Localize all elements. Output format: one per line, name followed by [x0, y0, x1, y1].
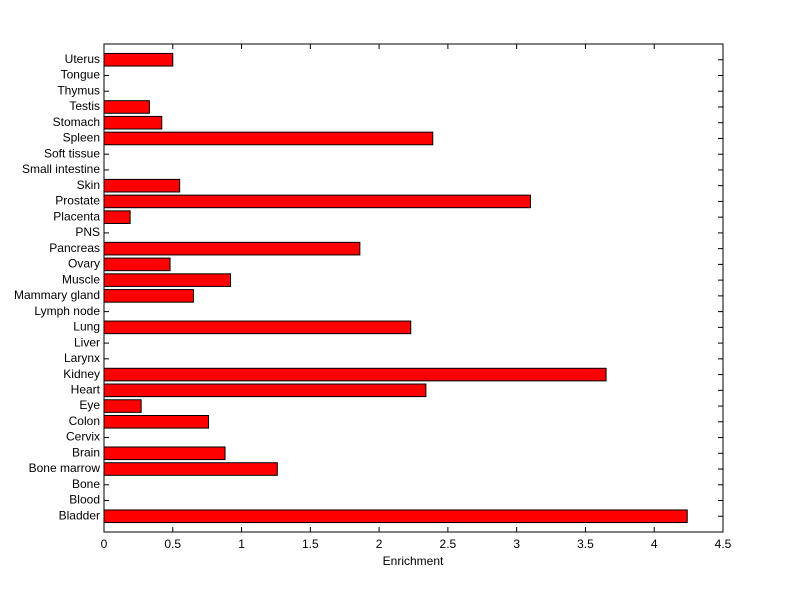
bar [103, 131, 434, 146]
y-tick-label: Colon [69, 414, 100, 428]
bar [103, 509, 688, 524]
bar [103, 289, 194, 303]
y-tick-label: Soft tissue [44, 146, 100, 160]
y-tick-label: Cervix [66, 430, 100, 444]
y-tick-label: Bone marrow [29, 461, 101, 475]
bar [103, 52, 174, 67]
bar [103, 446, 226, 461]
bar [103, 367, 607, 382]
y-tick-label: Uterus [65, 52, 100, 66]
y-tick-label: Kidney [63, 367, 100, 381]
x-axis-label: Enrichment [383, 554, 444, 568]
x-tick-label: 3 [513, 537, 520, 551]
y-tick-label: Small intestine [22, 162, 100, 176]
y-tick-label: Larynx [64, 351, 100, 365]
y-tick-label: PNS [75, 225, 100, 239]
x-tick-label: 3.5 [577, 537, 594, 551]
y-tick-label: Tongue [61, 68, 101, 82]
bar [103, 257, 171, 272]
y-tick-label: Lymph node [34, 304, 100, 318]
y-tick-label: Ovary [68, 257, 100, 271]
bar [103, 100, 150, 114]
y-tick-label: Bladder [59, 508, 100, 522]
bar [103, 462, 278, 476]
bar [103, 194, 531, 209]
bar [103, 273, 232, 287]
x-tick-label: 4.5 [715, 537, 732, 551]
x-tick-label: 0 [101, 537, 108, 551]
y-tick-label: Testis [69, 99, 100, 113]
y-tick-label: Skin [77, 178, 100, 192]
y-tick-label: Thymus [57, 83, 100, 97]
x-tick-label: 2 [376, 537, 383, 551]
bar [103, 115, 163, 130]
y-tick-label: Lung [73, 320, 100, 334]
bar [103, 383, 427, 398]
bar [103, 178, 181, 193]
y-tick-label: Stomach [53, 115, 100, 129]
y-tick-label: Eye [79, 398, 100, 412]
bar [103, 399, 142, 413]
x-tick-label: 1.5 [302, 537, 319, 551]
x-tick-label: 4 [651, 537, 658, 551]
bar [103, 415, 210, 429]
bar [103, 241, 361, 256]
x-tick-label: 0.5 [164, 537, 181, 551]
y-tick-label: Spleen [63, 131, 100, 145]
y-tick-label: Prostate [55, 194, 100, 208]
x-tick-label: 2.5 [440, 537, 457, 551]
y-tick-label: Heart [71, 382, 101, 396]
y-tick-label: Muscle [62, 272, 100, 286]
bar [103, 320, 412, 335]
y-tick-label: Placenta [53, 209, 100, 223]
bar [103, 210, 131, 224]
y-tick-label: Bone [72, 477, 100, 491]
y-tick-label: Pancreas [49, 241, 100, 255]
y-tick-label: Brain [72, 445, 100, 459]
y-tick-label: Blood [69, 493, 100, 507]
y-tick-label: Liver [74, 335, 100, 349]
x-tick-label: 1 [238, 537, 245, 551]
y-tick-label: Mammary gland [14, 288, 100, 302]
